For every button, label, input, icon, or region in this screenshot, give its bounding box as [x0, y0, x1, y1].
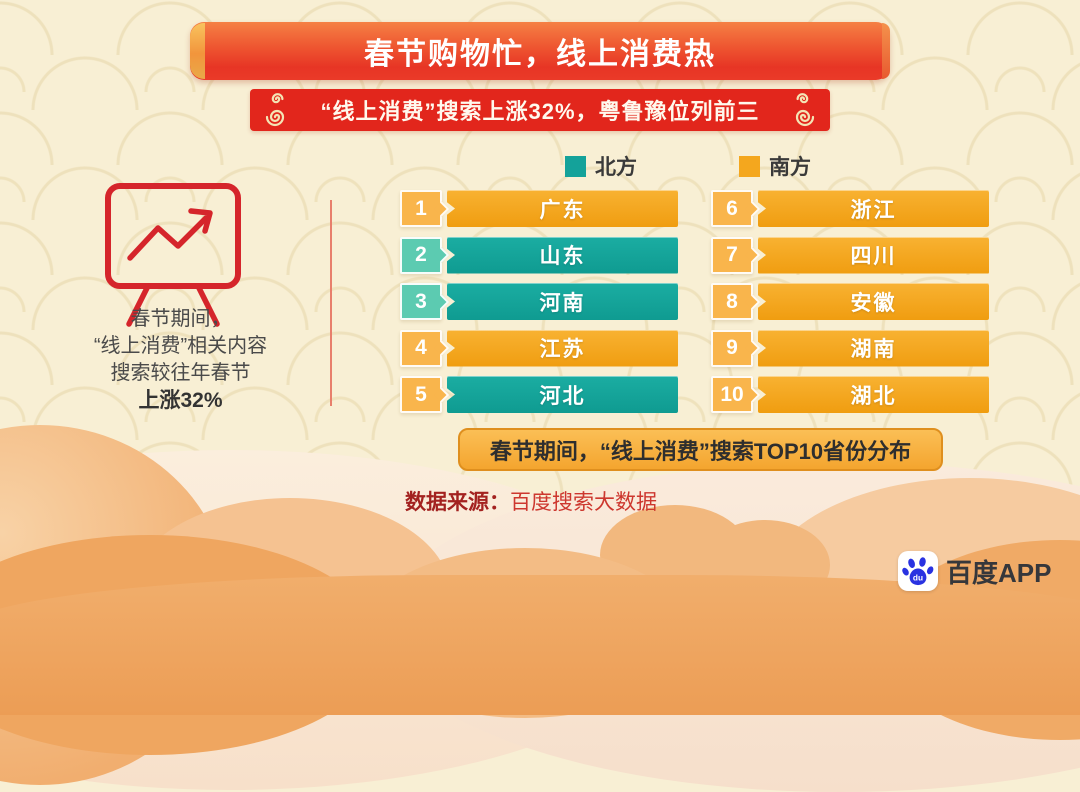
rank-number: 9 [726, 336, 738, 359]
rank-number: 1 [415, 196, 427, 220]
rank-badge: 6 [711, 190, 753, 227]
legend-label: 南方 [769, 156, 811, 179]
province-name: 浙江 [850, 198, 897, 222]
rank-bar-row: 5 河北 [400, 376, 678, 413]
cloud-decoration [0, 575, 1080, 715]
rank-bar-row: 2 山东 [400, 236, 678, 274]
province-bar: 广东 [447, 190, 678, 227]
province-bar: 河南 [447, 283, 678, 320]
rank-badge: 10 [711, 376, 753, 413]
province-name: 江苏 [539, 338, 586, 361]
province-name: 山东 [539, 245, 586, 268]
rank-number: 6 [726, 196, 738, 220]
rank-bar-row: 9 湖南 [711, 329, 989, 367]
province-name: 四川 [850, 245, 897, 268]
rank-number: 8 [726, 289, 738, 313]
vertical-divider [330, 200, 332, 406]
province-name: 河南 [539, 291, 586, 315]
province-bar: 湖南 [758, 329, 989, 367]
rank-badge: 2 [400, 236, 442, 274]
rank-bar-row: 7 四川 [711, 236, 989, 274]
highlight-line-3: 搜索较往年春节 [110, 362, 251, 384]
province-name: 河北 [539, 384, 586, 408]
rank-number: 3 [415, 289, 427, 313]
spiral-ornament-icon [265, 93, 285, 127]
legend-item-north: 北方 [565, 151, 637, 181]
trend-chart-board-icon [105, 183, 241, 327]
province-name: 安徽 [850, 291, 897, 315]
province-name: 广东 [539, 198, 586, 222]
legend-item-south: 南方 [739, 151, 811, 181]
rank-bar-row: 10 湖北 [711, 376, 989, 413]
rank-badge: 4 [400, 329, 442, 367]
highlight-line-4: 上涨32% [138, 389, 223, 412]
legend-label: 北方 [595, 156, 637, 179]
province-bar: 湖北 [758, 376, 989, 413]
province-bar: 江苏 [447, 329, 678, 367]
logo-du-text: du [913, 573, 923, 583]
rank-number: 4 [415, 336, 427, 359]
data-source: 数据来源：百度搜索大数据 [405, 486, 657, 516]
rank-badge: 1 [400, 190, 442, 227]
province-bar: 河北 [447, 376, 678, 413]
province-bar: 四川 [758, 236, 989, 274]
chart-legend: 北方 南方 [565, 151, 811, 181]
province-bar: 浙江 [758, 190, 989, 227]
rank-number: 2 [415, 243, 427, 266]
data-source-label: 数据来源： [405, 491, 510, 514]
rank-badge: 7 [711, 236, 753, 274]
ranking-column-1-5: 1 广东 2 山东 3 河南 4 江苏 5 河北 [400, 190, 678, 413]
province-name: 湖南 [850, 338, 897, 361]
subtitle-banner: “线上消费”搜索上涨32%，粤鲁豫位列前三 [250, 89, 830, 131]
highlight-text: 春节期间， “线上消费”相关内容 搜索较往年春节 上涨32% [28, 306, 333, 414]
spiral-ornament-icon [795, 93, 815, 127]
rank-bar-row: 3 河南 [400, 283, 678, 320]
title-banner: 春节购物忙，线上消费热 [190, 22, 890, 80]
province-name: 湖北 [850, 384, 897, 408]
rank-bar-row: 6 浙江 [711, 190, 989, 227]
rank-bar-row: 8 安徽 [711, 283, 989, 320]
rank-bar-row: 4 江苏 [400, 329, 678, 367]
chart-caption: 春节期间，“线上消费”搜索TOP10省份分布 [458, 428, 943, 471]
south-color-swatch [739, 155, 760, 177]
baidu-app-logo: du 百度APP [898, 551, 1051, 591]
rank-badge: 9 [711, 329, 753, 367]
rank-number: 5 [415, 382, 427, 406]
baidu-paw-icon: du [898, 551, 938, 591]
page-title: 春节购物忙，线上消费热 [364, 38, 716, 71]
rank-badge: 5 [400, 376, 442, 413]
baidu-app-label: 百度APP [946, 557, 1052, 588]
rank-bar-row: 1 广东 [400, 190, 678, 227]
rank-number: 10 [720, 382, 744, 406]
highlight-line-2: “线上消费”相关内容 [93, 335, 268, 357]
rank-badge: 8 [711, 283, 753, 320]
province-bar: 安徽 [758, 283, 989, 320]
province-bar: 山东 [447, 236, 678, 274]
highlight-line-1: 春节期间， [130, 308, 231, 330]
rank-number: 7 [726, 243, 738, 266]
ranking-column-6-10: 6 浙江 7 四川 8 安徽 9 湖南 10 湖北 [711, 190, 989, 413]
rank-badge: 3 [400, 283, 442, 320]
data-source-value: 百度搜索大数据 [510, 491, 657, 514]
north-color-swatch [565, 155, 586, 177]
page-subtitle: “线上消费”搜索上涨32%，粤鲁豫位列前三 [320, 99, 760, 124]
